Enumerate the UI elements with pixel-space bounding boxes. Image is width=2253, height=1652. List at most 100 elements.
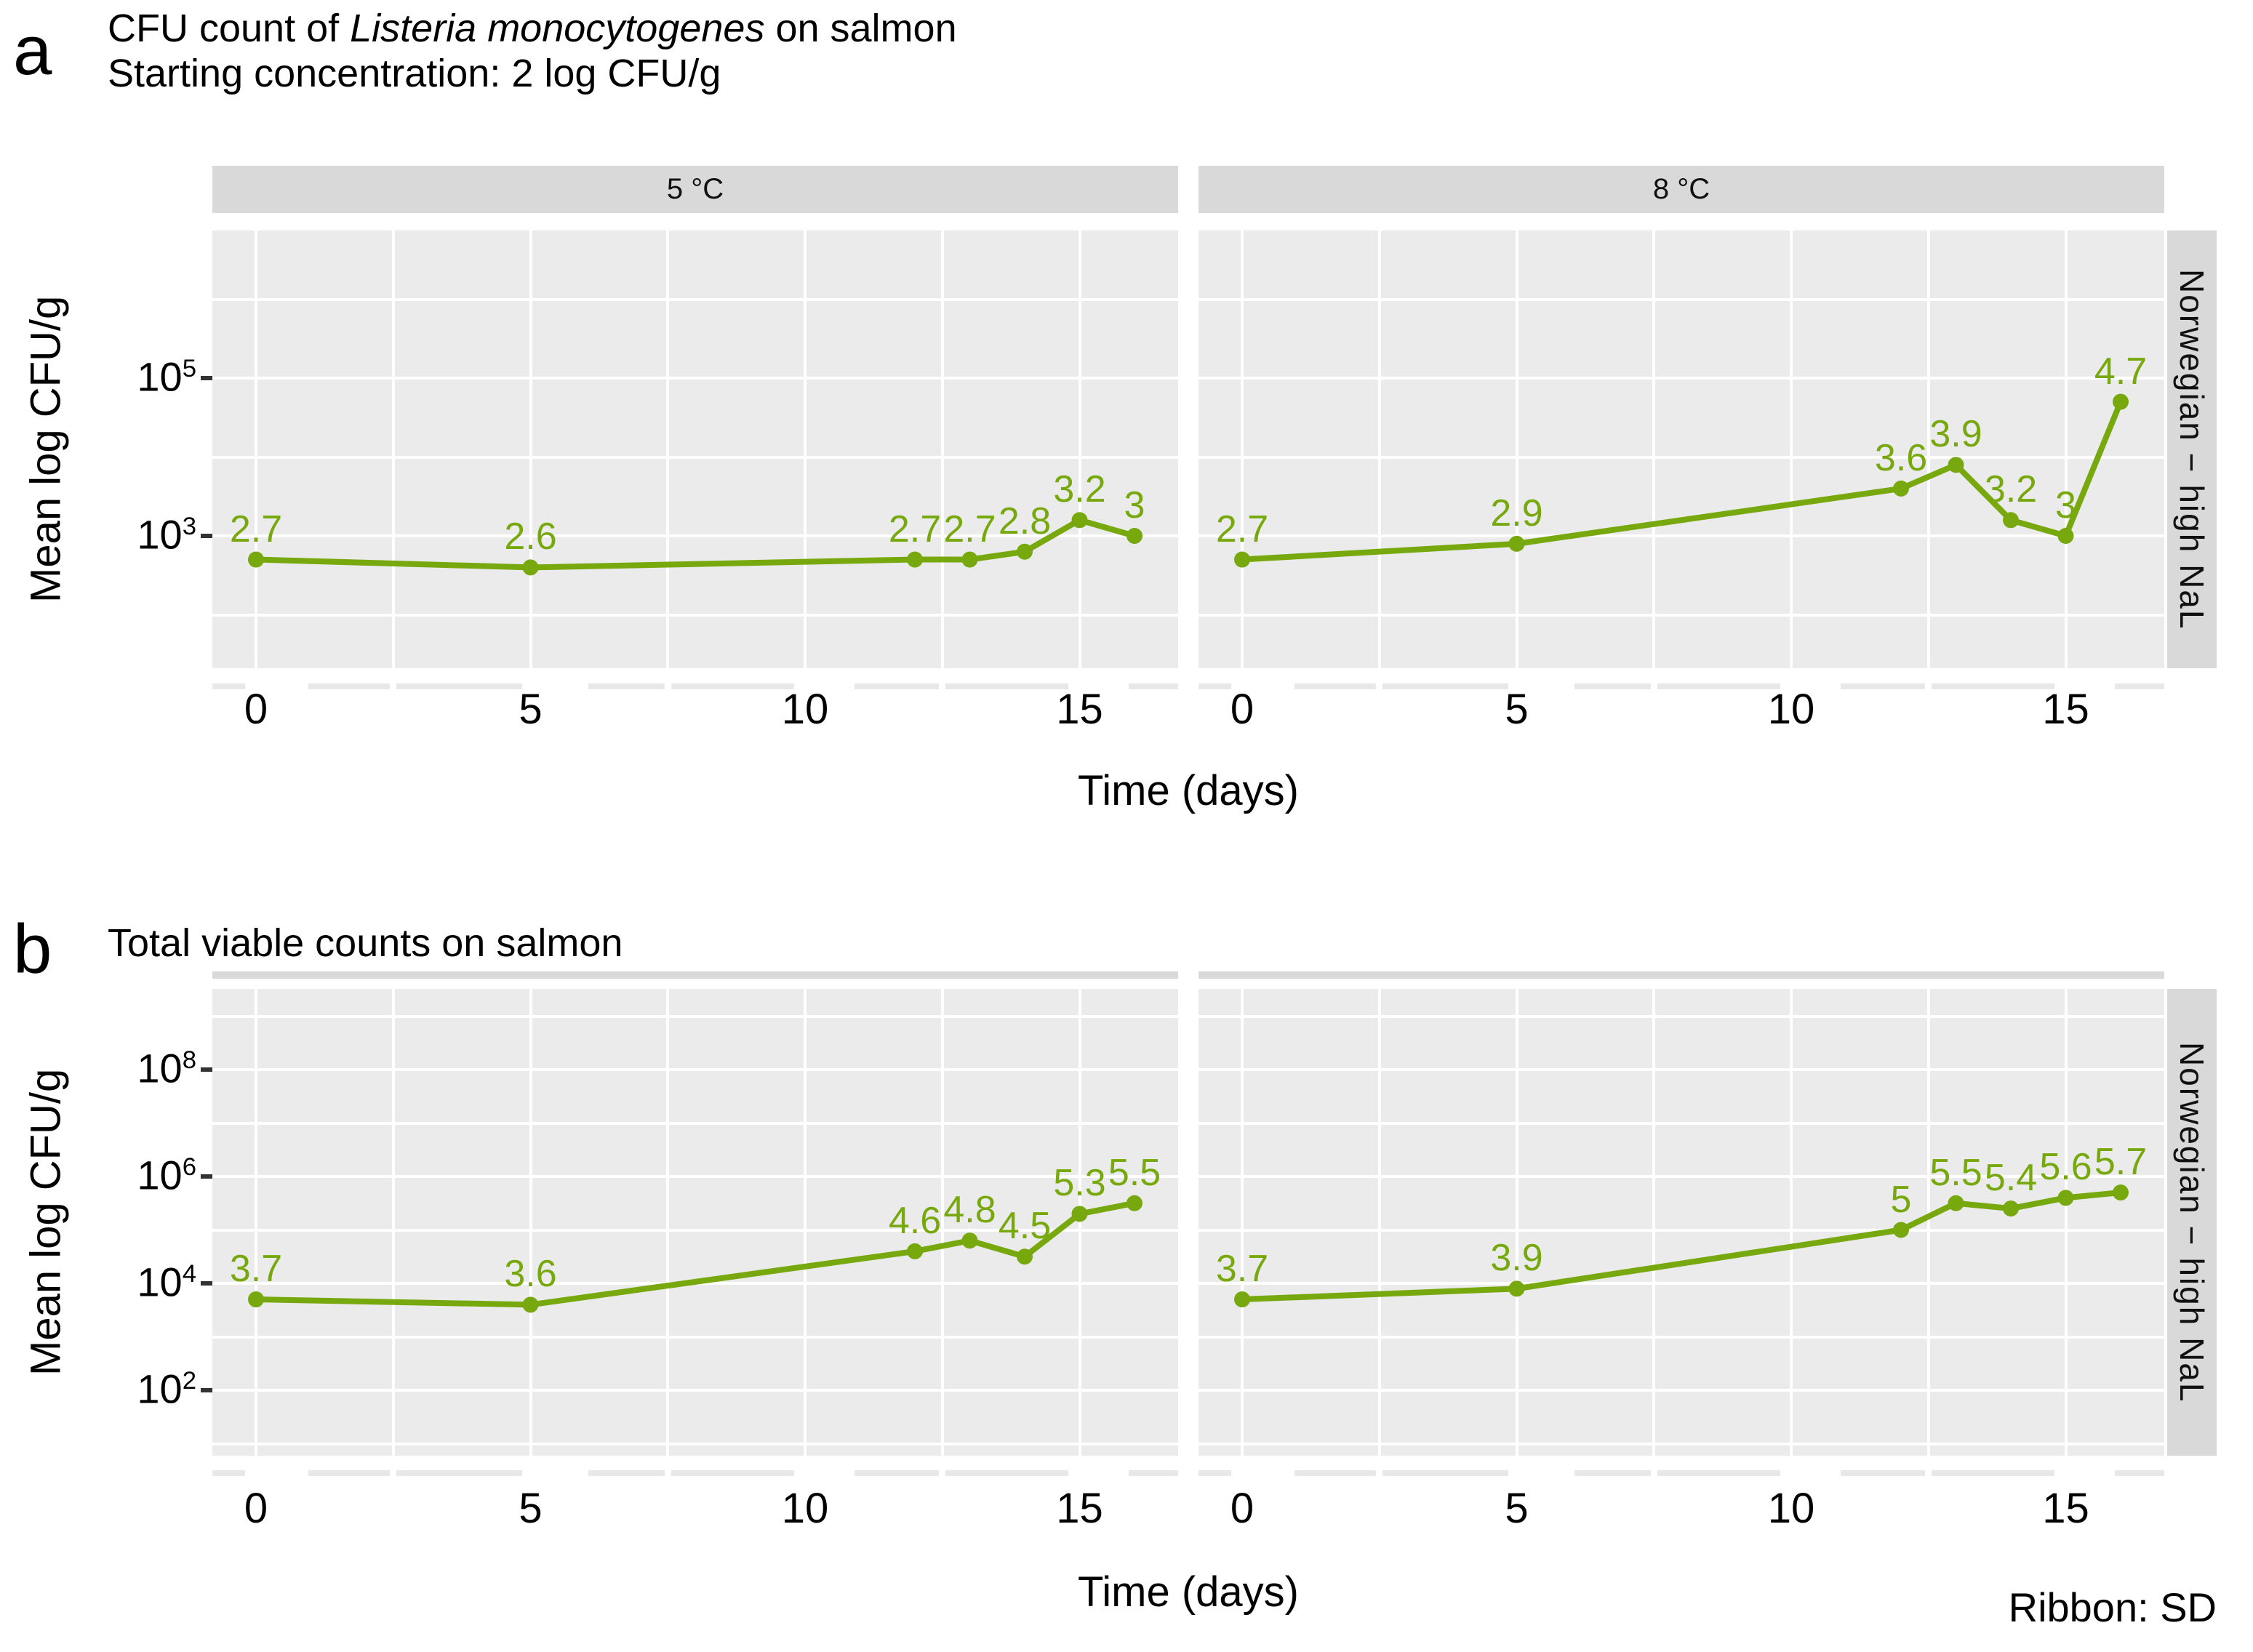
v-gridline-day5: [1515, 230, 1518, 668]
data-point-day0: [248, 551, 264, 568]
y-tick-label-1e4: 104: [137, 1259, 196, 1305]
x-axis-tick-segment: [588, 1470, 665, 1476]
x-tick-label-10: 10: [781, 686, 829, 733]
ribbon-caption: Ribbon: SD: [2008, 1584, 2217, 1630]
v-gridline-day10: [1790, 230, 1793, 668]
h-gridline-1e6: [212, 297, 1178, 301]
h-gridline-1e4: [1198, 455, 2164, 459]
facet-strip-b-0: [212, 971, 1178, 979]
data-line: [1241, 1190, 2121, 1303]
x-tick-label-10: 10: [1767, 686, 1815, 733]
x-axis-tick-segment: [212, 1470, 245, 1476]
x-axis-tick-segment: [1932, 683, 2055, 689]
x-axis-tick-segment: [2115, 683, 2164, 689]
title-suffix: on salmon: [764, 7, 957, 50]
x-axis-tick-segment: [1932, 1470, 2055, 1476]
data-point-day13: [1948, 457, 1964, 473]
data-point-day16: [1126, 528, 1142, 544]
data-point-label: 3.2: [1984, 468, 2038, 511]
panel-a-title-line1: CFU count of Listeria monocytogenes on s…: [108, 6, 957, 51]
x-axis-tick-segment: [1574, 1470, 1651, 1476]
data-point-label: 3.9: [1490, 1237, 1543, 1280]
v-gridline-day2.5: [391, 989, 395, 1456]
x-axis-tick-segment: [854, 683, 940, 689]
data-point-day16: [2113, 1184, 2129, 1201]
x-tick-label-0: 0: [244, 686, 268, 733]
h-gridline-1e6: [212, 1175, 1178, 1178]
data-point-label: 5.5: [1108, 1151, 1161, 1194]
v-gridline-day2.5: [391, 230, 395, 668]
x-axis-tick-segment: [671, 1470, 794, 1476]
data-point-label: 2.6: [504, 516, 557, 558]
data-point-day5: [522, 559, 539, 576]
data-point-day14: [1017, 1248, 1033, 1265]
v-gridline-day12.5: [940, 230, 944, 668]
data-point-day16: [2113, 393, 2129, 410]
y-tick-mark-1e5: [201, 376, 212, 380]
v-gridline-day5: [529, 989, 532, 1456]
facet-strip-a-1: 8 °C: [1198, 166, 2164, 213]
h-gridline-1e5: [212, 377, 1178, 380]
right-strip-label: Norwegian − high NaL: [2173, 268, 2211, 630]
panel-a-subtitle: Starting concentration: 2 log CFU/g: [108, 52, 721, 95]
v-gridline-day15: [2064, 989, 2068, 1456]
data-point-day12: [1893, 1222, 1909, 1238]
x-tick-label-5: 5: [1505, 1485, 1529, 1532]
x-axis-tick-segment: [854, 1470, 940, 1476]
data-point-label: 5.3: [1053, 1162, 1106, 1205]
data-point-day13: [961, 1232, 978, 1249]
series-line-a-0: [248, 512, 1142, 576]
data-point-day5: [1508, 1280, 1525, 1297]
h-gridline-1e5: [1198, 1228, 2164, 1232]
x-axis-tick-segment: [1294, 683, 1377, 689]
h-gridline-1e6: [1198, 1175, 2164, 1178]
data-point-day14: [1017, 543, 1033, 560]
v-gridline-day12.5: [1926, 230, 1930, 668]
x-axis-tick-segment: [1129, 683, 1178, 689]
data-point-day13: [961, 551, 978, 568]
data-point-day15: [1071, 1206, 1088, 1222]
v-gridline-day10: [804, 989, 807, 1456]
v-gridline-day7.5: [666, 230, 670, 668]
panel-a-letter: a: [13, 12, 52, 89]
x-tick-label-5: 5: [519, 686, 543, 733]
x-axis-tick-segment: [1574, 683, 1651, 689]
y-tick-label-1e8: 108: [137, 1045, 196, 1091]
x-tick-label-0: 0: [1230, 1485, 1254, 1532]
panel-a-y-axis-title: Mean log CFU/g: [22, 295, 70, 604]
panel-b-y-axis-title: Mean log CFU/g: [22, 1068, 70, 1376]
x-axis-tick-segment: [1382, 683, 1509, 689]
series-line-b-1: [1234, 1184, 2129, 1308]
h-gridline-1e4: [212, 455, 1178, 459]
h-gridline-1e8: [212, 1068, 1178, 1071]
x-axis-tick-segment: [1840, 683, 1926, 689]
x-tick-label-15: 15: [2042, 686, 2089, 733]
data-point-day15: [1071, 512, 1088, 529]
h-gridline-1e7: [212, 1121, 1178, 1125]
data-point-day0: [1234, 1291, 1250, 1308]
series-line-b-0: [248, 1195, 1142, 1313]
data-point-label: 4.5: [998, 1205, 1052, 1248]
v-gridline-day15: [2064, 230, 2068, 668]
v-gridline-day7.5: [1652, 230, 1656, 668]
data-point-label: 3.7: [229, 1248, 283, 1291]
x-axis-tick-segment: [1382, 1470, 1509, 1476]
data-point-label: 3: [1124, 484, 1145, 526]
x-axis-tick-segment: [308, 683, 391, 689]
y-tick-exponent: 8: [182, 1046, 196, 1074]
data-point-label: 3: [2055, 484, 2076, 526]
data-point-label: 2.7: [229, 508, 283, 550]
y-tick-exponent: 3: [182, 513, 196, 540]
data-point-label: 3.6: [504, 1253, 557, 1296]
data-point-day14: [2003, 512, 2019, 529]
h-gridline-1e7: [1198, 1121, 2164, 1125]
data-point-day15: [2057, 528, 2074, 544]
v-gridline-day12.5: [940, 989, 944, 1456]
y-tick-label-1e3: 103: [137, 511, 196, 558]
plot-panel-a-0: [212, 230, 1178, 668]
x-axis-tick-segment: [671, 683, 794, 689]
h-gridline-1e3: [1198, 534, 2164, 537]
data-point-label: 4.8: [943, 1189, 996, 1232]
data-point-label: 2.8: [998, 500, 1052, 542]
